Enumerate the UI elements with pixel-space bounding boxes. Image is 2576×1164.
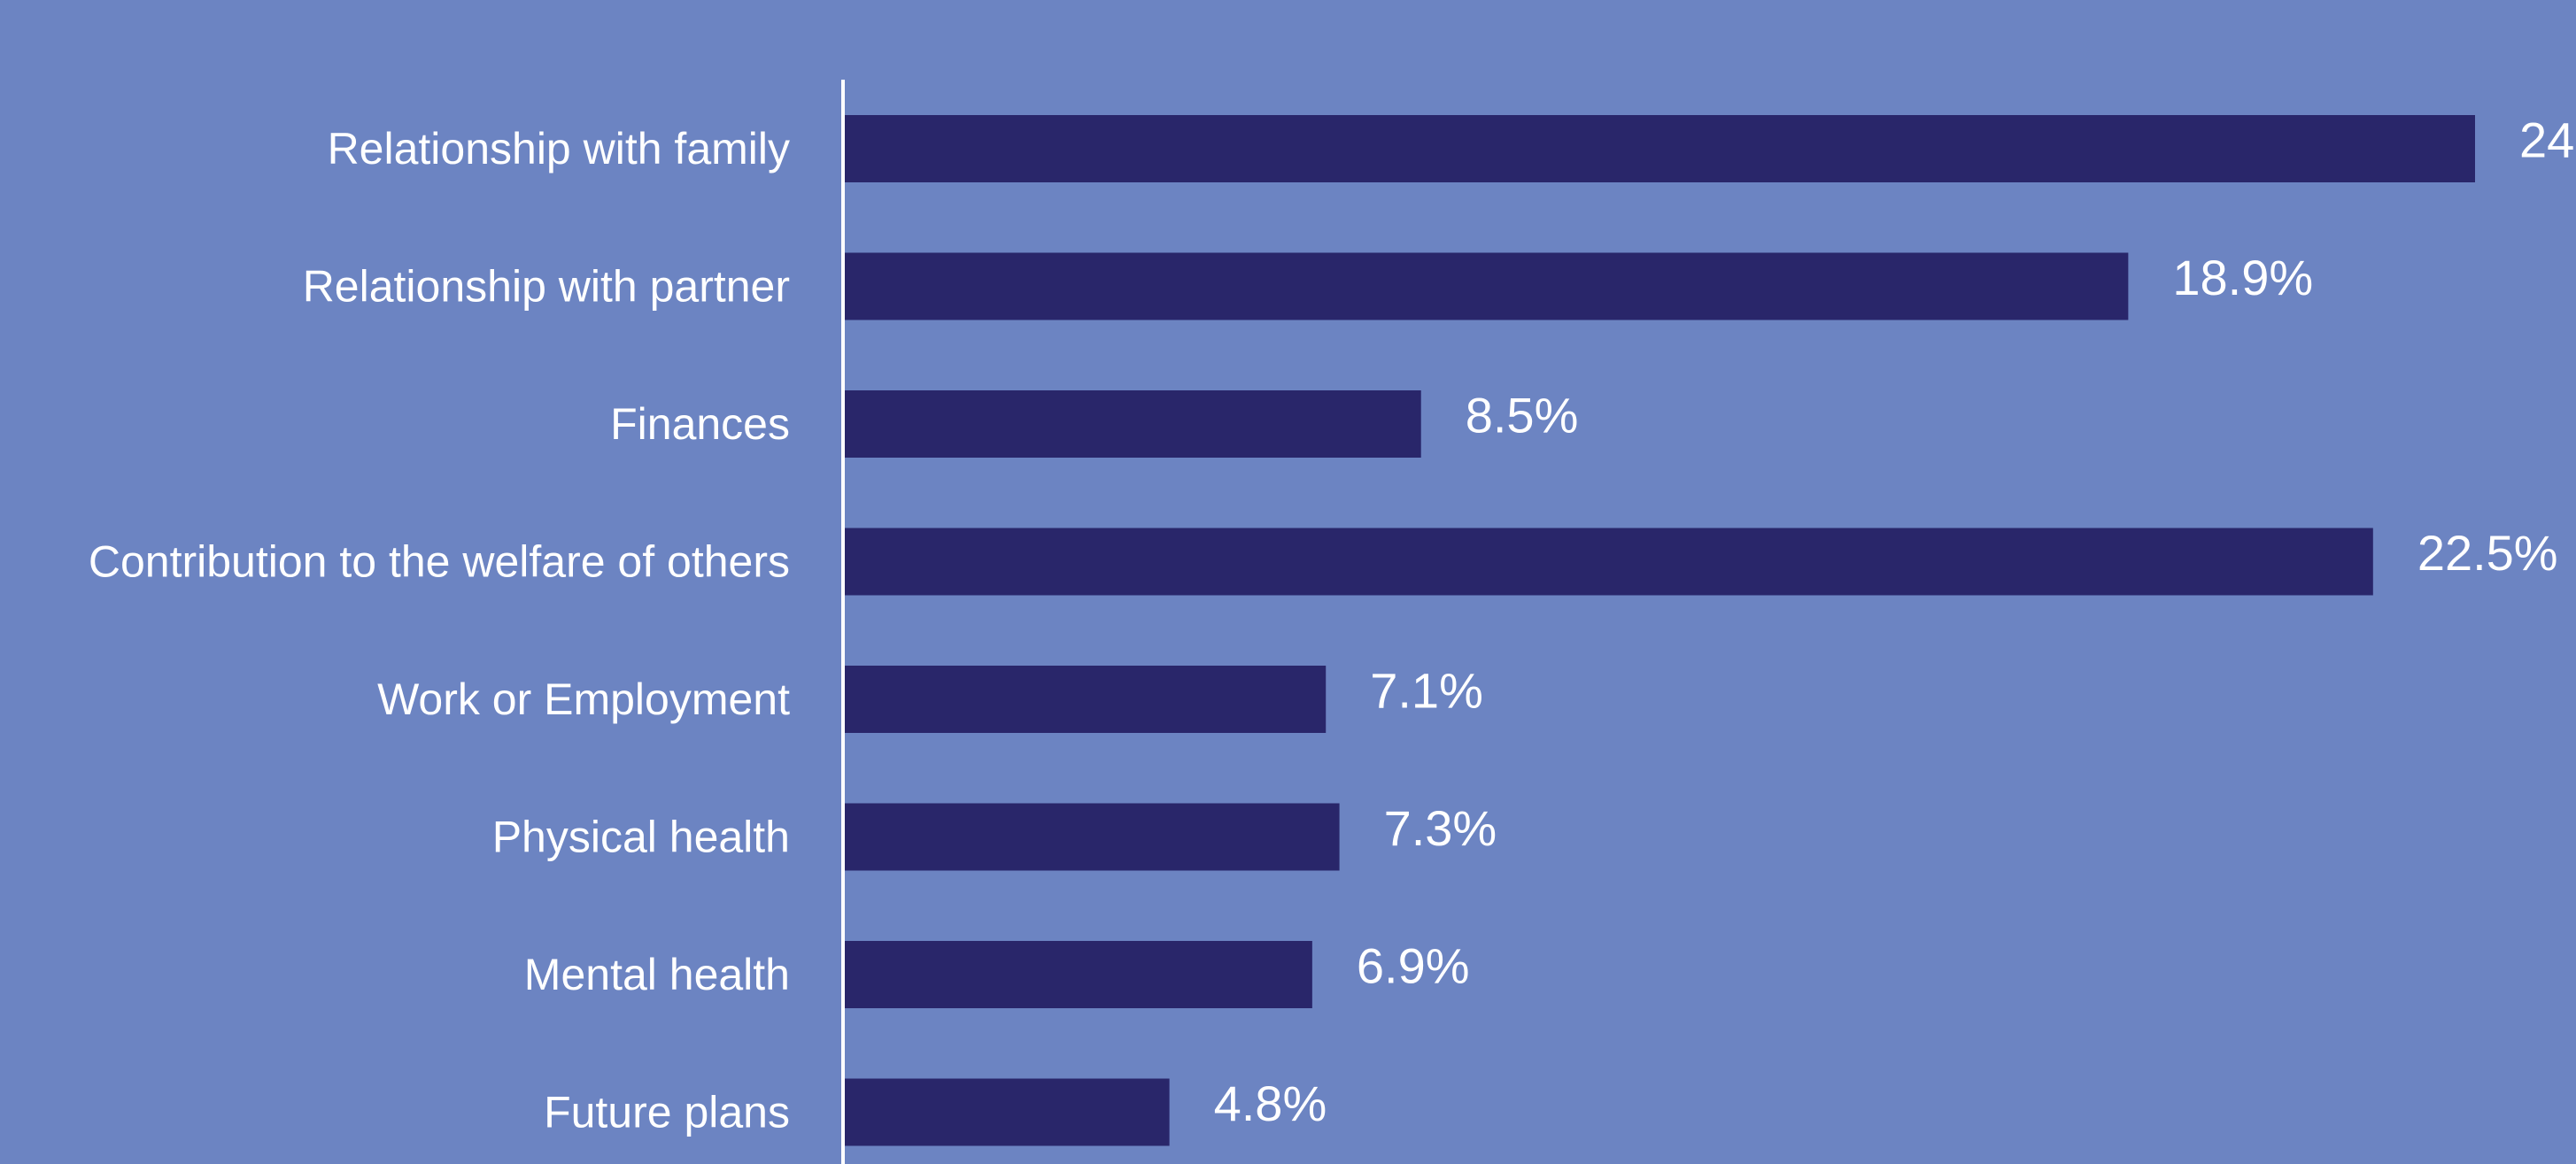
bar [843, 528, 2373, 596]
data-label: 8.5% [1466, 388, 1579, 443]
category-label: Future plans [544, 1088, 790, 1137]
category-label: Mental health [524, 950, 790, 999]
category-label: Physical health [492, 813, 790, 862]
value-labels: 24% 18.9% 8.5% 22.5% 7.1% 7.3% 6.9% 4.8% [1214, 112, 2576, 1132]
bar [843, 941, 1312, 1008]
category-label: Relationship with partner [303, 262, 790, 312]
bar [843, 390, 1421, 458]
data-label: 18.9% [2172, 250, 2313, 305]
data-label: 22.5% [2417, 525, 2558, 581]
bar [843, 803, 1340, 871]
data-label: 6.9% [1357, 938, 1470, 994]
category-label: Finances [610, 399, 790, 449]
category-label: Work or Employment [377, 675, 790, 724]
bar [843, 1078, 1170, 1146]
category-labels: Relationship with family Relationship wit… [89, 124, 790, 1137]
bar [843, 666, 1327, 733]
data-label: 24% [2519, 112, 2576, 168]
data-label: 7.3% [1384, 800, 1497, 856]
data-label: 7.1% [1370, 663, 1483, 719]
bar-series [843, 115, 2475, 1146]
category-label: Relationship with family [328, 124, 790, 173]
data-label: 4.8% [1214, 1075, 1327, 1131]
category-label: Contribution to the welfare of others [89, 537, 790, 587]
bar [843, 252, 2129, 320]
bar [843, 115, 2475, 182]
